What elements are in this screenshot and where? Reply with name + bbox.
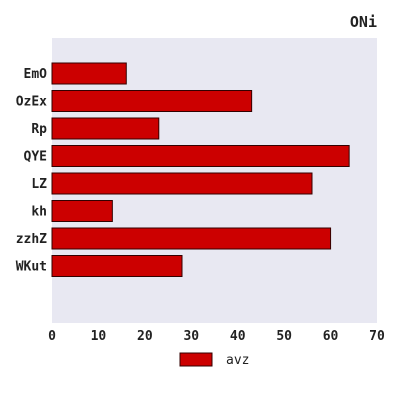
bars-group xyxy=(51,62,350,277)
bar-OzEx xyxy=(51,90,253,112)
bar-QYE xyxy=(51,145,350,167)
x-tick-label-0: 0 xyxy=(48,329,56,344)
bar-WKut xyxy=(51,255,183,277)
x-axis-tick-labels: 0 10 20 30 40 50 60 70 xyxy=(48,329,385,344)
bar-kh xyxy=(51,200,113,222)
y-tick-label-LZ: LZ xyxy=(31,177,47,192)
y-tick-label-EmO: EmO xyxy=(24,67,48,82)
legend: avz xyxy=(179,352,249,368)
y-tick-label-zzhZ: zzhZ xyxy=(16,232,47,247)
x-tick-label-70: 70 xyxy=(369,329,385,344)
legend-label-avz: avz xyxy=(226,353,249,368)
y-axis-tick-labels: EmO OzEx Rp QYE LZ kh zzhZ WKut xyxy=(16,67,47,275)
y-tick-label-OzEx: OzEx xyxy=(16,95,47,110)
y-tick-label-Rp: Rp xyxy=(31,122,47,137)
bar-EmO xyxy=(51,62,127,85)
y-tick-label-WKut: WKut xyxy=(16,260,47,275)
x-tick-label-40: 40 xyxy=(230,329,246,344)
x-tick-label-30: 30 xyxy=(183,329,199,344)
x-tick-label-50: 50 xyxy=(276,329,292,344)
x-tick-label-60: 60 xyxy=(323,329,339,344)
legend-swatch-avz xyxy=(179,352,213,367)
chart-title: ONi xyxy=(350,13,377,31)
bar-LZ xyxy=(51,172,313,195)
y-tick-label-QYE: QYE xyxy=(24,150,47,165)
x-tick-label-20: 20 xyxy=(137,329,153,344)
x-tick-label-10: 10 xyxy=(91,329,107,344)
bar-zzhZ xyxy=(51,227,332,250)
y-tick-label-kh: kh xyxy=(31,205,47,220)
bar-Rp xyxy=(51,117,160,140)
